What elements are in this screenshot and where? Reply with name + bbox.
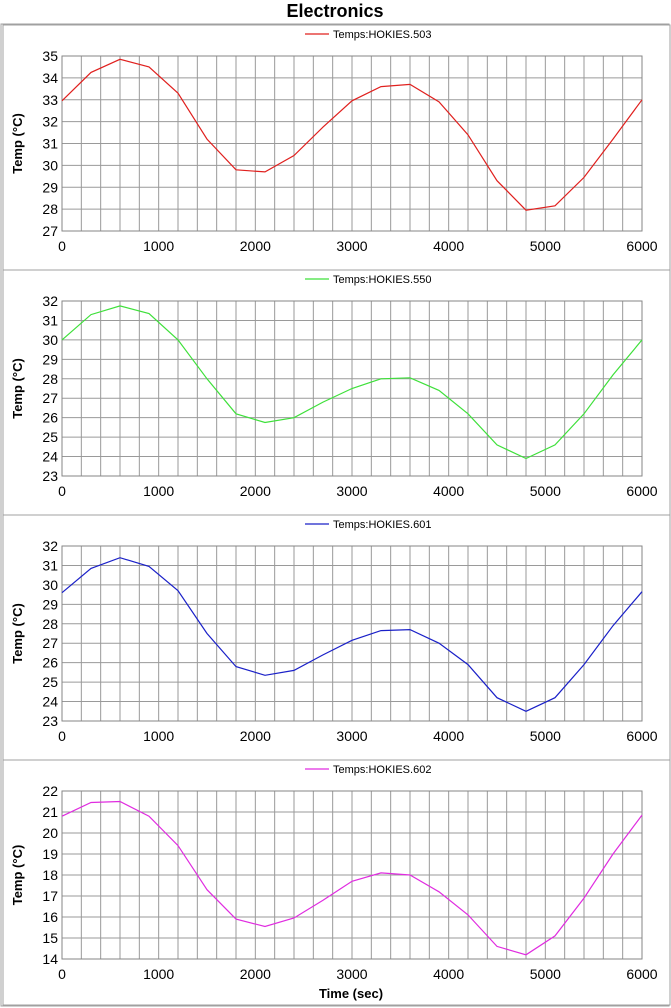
y-tick-label: 28: [42, 616, 58, 632]
legend-label: Temps:HOKIES.602: [333, 764, 431, 776]
y-tick-label: 30: [42, 157, 58, 173]
y-tick-label: 35: [42, 48, 58, 64]
y-axis-label: Temp (°C): [10, 603, 25, 664]
y-tick-label: 21: [42, 804, 58, 820]
x-tick-label: 0: [58, 966, 66, 982]
x-tick-label: 2000: [240, 966, 271, 982]
y-tick-label: 14: [42, 951, 58, 967]
panel-frame: [2, 269, 671, 516]
x-axis-label: Time (sec): [319, 986, 383, 1001]
panel-frame: [2, 759, 671, 1006]
x-tick-label: 6000: [626, 966, 657, 982]
legend-label: Temps:HOKIES.503: [333, 29, 431, 41]
y-tick-label: 23: [42, 468, 58, 484]
x-tick-label: 6000: [626, 728, 657, 744]
x-tick-label: 2000: [240, 483, 271, 499]
y-tick-label: 27: [42, 223, 58, 239]
x-tick-label: 2000: [240, 728, 271, 744]
y-tick-label: 30: [42, 332, 58, 348]
y-tick-label: 25: [42, 429, 58, 445]
x-tick-label: 3000: [336, 966, 367, 982]
y-tick-label: 32: [42, 538, 58, 554]
x-tick-label: 4000: [433, 966, 464, 982]
x-tick-label: 5000: [530, 966, 561, 982]
chart-panel-1: 27 28 29 30 31 32 33 34 35 0 1000 2000 3000 4000 5000 6…: [2, 24, 671, 271]
y-tick-label: 34: [42, 70, 58, 86]
x-tick-label: 4000: [433, 238, 464, 254]
chart-panel-2: 23 24 25 26 27 28 29 30 31 32 0 1000 2000 3000 4000 500…: [2, 269, 671, 516]
x-tick-label: 4000: [433, 728, 464, 744]
y-tick-label: 25: [42, 674, 58, 690]
y-tick-label: 28: [42, 201, 58, 217]
x-tick-label: 1000: [143, 483, 174, 499]
plot-area: [61, 300, 643, 477]
y-axis-label: Temp (°C): [10, 845, 25, 906]
y-tick-label: 20: [42, 825, 58, 841]
y-tick-label: 17: [42, 888, 58, 904]
figure-title: Electronics: [286, 1, 383, 21]
panel-frame: [2, 24, 671, 271]
x-tick-label: 6000: [626, 483, 657, 499]
y-tick-label: 23: [42, 713, 58, 729]
x-tick-label: 0: [58, 238, 66, 254]
y-tick-label: 26: [42, 655, 58, 671]
plot-area: [61, 790, 643, 960]
y-tick-label: 31: [42, 557, 58, 573]
x-tick-label: 1000: [143, 238, 174, 254]
x-tick-label: 1000: [143, 966, 174, 982]
panel-frame: [2, 514, 671, 761]
y-tick-label: 30: [42, 577, 58, 593]
y-tick-label: 24: [42, 694, 58, 710]
x-tick-label: 5000: [530, 728, 561, 744]
chart-panel-3: 23 24 25 26 27 28 29 30 31 32 0 1000 2000 3000 4000 500…: [2, 514, 671, 761]
legend-label: Temps:HOKIES.550: [333, 274, 431, 286]
y-axis-label: Temp (°C): [10, 113, 25, 174]
legend-label: Temps:HOKIES.601: [333, 519, 431, 531]
y-tick-label: 16: [42, 909, 58, 925]
series-line: [61, 557, 643, 712]
y-tick-label: 18: [42, 867, 58, 883]
y-tick-label: 29: [42, 179, 58, 195]
x-tick-label: 3000: [336, 238, 367, 254]
y-tick-label: 26: [42, 410, 58, 426]
y-tick-label: 28: [42, 371, 58, 387]
y-tick-label: 24: [42, 449, 58, 465]
series-line: [61, 58, 643, 211]
plot-area: [61, 55, 643, 232]
x-tick-label: 6000: [626, 238, 657, 254]
y-tick-label: 29: [42, 596, 58, 612]
y-tick-label: 15: [42, 930, 58, 946]
x-tick-label: 0: [58, 483, 66, 499]
y-tick-label: 22: [42, 783, 58, 799]
y-axis-label: Temp (°C): [10, 358, 25, 419]
y-tick-label: 33: [42, 92, 58, 108]
x-tick-label: 1000: [143, 728, 174, 744]
y-tick-label: 31: [42, 312, 58, 328]
plot-area: [61, 545, 643, 722]
x-tick-label: 3000: [336, 728, 367, 744]
y-tick-label: 19: [42, 846, 58, 862]
x-tick-label: 5000: [530, 483, 561, 499]
x-tick-label: 0: [58, 728, 66, 744]
y-tick-label: 27: [42, 390, 58, 406]
x-tick-label: 5000: [530, 238, 561, 254]
y-tick-label: 27: [42, 635, 58, 651]
y-tick-label: 29: [42, 351, 58, 367]
chart-panel-4: 14 15 16 17 18 19 20 21 22 0 1000 2000 3000 4000 5000 6…: [2, 759, 671, 1006]
x-tick-label: 2000: [240, 238, 271, 254]
x-tick-label: 3000: [336, 483, 367, 499]
series-line: [61, 305, 643, 460]
x-tick-label: 4000: [433, 483, 464, 499]
y-tick-label: 32: [42, 114, 58, 130]
y-tick-label: 31: [42, 136, 58, 152]
y-tick-label: 32: [42, 293, 58, 309]
series-line: [61, 800, 643, 956]
